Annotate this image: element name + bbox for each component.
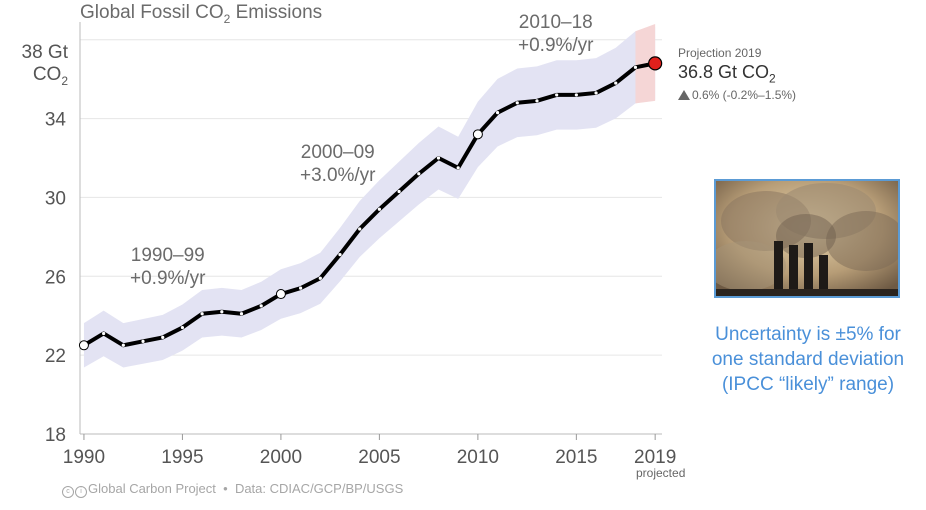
data-point [161,335,165,339]
data-point [535,99,539,103]
projection-label: Projection 2019 [678,46,762,60]
data-point [338,253,342,257]
smokestack-photo [714,179,900,298]
data-point [377,207,381,211]
projection-callout: Projection 2019 36.8 Gt CO2 0.6% (-0.2%–… [678,46,796,102]
chart-title: Global Fossil CO2 Emissions [80,2,323,26]
projection-change: 0.6% (-0.2%–1.5%) [678,88,796,102]
creative-commons-icon: c [62,486,74,498]
data-point [200,312,204,316]
data-point [259,304,263,308]
x-tick-label: 2010 [457,447,499,468]
grid-lines [79,22,662,435]
data-point [180,325,185,330]
data-point [397,189,401,194]
annotation-1990s: 1990–99 +0.9%/yr [130,245,206,289]
y-tick-label: 26 [45,267,66,288]
annotation-2010s: 2010–18 +0.9%/yr [518,12,594,56]
data-point [121,343,125,347]
x-tick-label: 1990 [63,447,105,468]
data-point [594,91,598,95]
data-point [102,331,106,336]
data-point [318,276,322,280]
highlight-point [275,289,286,300]
data-point [633,65,638,69]
data-point [417,172,421,176]
highlight-point [472,129,483,140]
footer-credit: c i Global Carbon Project • Data: CDIAC/GC… [62,481,403,498]
x-tick-label: 2000 [260,447,302,468]
data-point [456,166,460,170]
data-point [141,339,145,343]
projected-label: projected [636,466,686,480]
annotation-2000s: 2000–09 +3.0%/yr [300,142,376,186]
y-tick-label: 34 [45,110,67,131]
emissions-line [81,61,658,348]
data-point [495,111,500,115]
y-tick-label: 30 [45,188,66,209]
up-triangle-icon [678,89,690,100]
data-point [220,310,224,314]
data-points [78,56,663,351]
x-tick-label: 2015 [555,447,597,468]
uncertainty-note: Uncertainty is ±5% for one standard devi… [711,324,905,395]
series-line [81,61,658,348]
projection-point [648,56,663,71]
data-point [574,93,578,97]
y-tick-label: 22 [45,346,66,367]
data-point [555,93,559,97]
data-point [515,101,519,105]
highlight-point [78,340,89,351]
y-axis-unit: 38 Gt CO2 [21,42,68,88]
projection-value: 36.8 Gt CO2 [678,62,776,86]
data-point [614,81,618,85]
uncertainty-band [83,27,656,368]
axis-ticks: 18 22 26 30 34 1990 1995 2000 2005 2010 2015 2019 [45,110,676,468]
data-point [239,312,244,316]
x-tick-label: 2005 [358,447,400,468]
data-point [436,156,441,160]
data-point [358,227,362,231]
data-point [299,286,303,290]
x-tick-label: 2019 [634,447,676,468]
x-tick-label: 1995 [161,447,203,468]
y-tick-label: 18 [45,425,66,446]
uncertainty-band-area [83,27,656,368]
attribution-icon: i [75,486,87,498]
